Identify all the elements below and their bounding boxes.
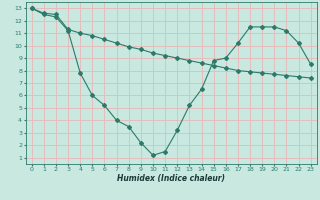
X-axis label: Humidex (Indice chaleur): Humidex (Indice chaleur) xyxy=(117,174,225,183)
